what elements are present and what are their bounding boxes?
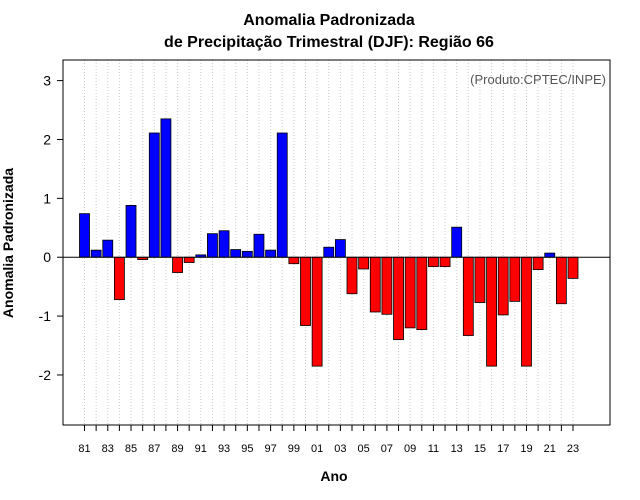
bar-82 <box>90 249 102 258</box>
bar-14 <box>462 256 474 336</box>
x-tick-label: 09 <box>404 443 416 455</box>
bar-02 <box>323 246 335 258</box>
bar-18 <box>509 256 521 302</box>
bar-13 <box>451 226 463 258</box>
bar-83 <box>102 239 114 258</box>
x-tick-label: 07 <box>381 443 393 455</box>
x-tick-label: 91 <box>195 443 207 455</box>
x-tick-label: 17 <box>497 443 509 455</box>
bar-81 <box>79 213 90 258</box>
bar-07 <box>381 256 393 315</box>
x-tick-label: 93 <box>218 443 230 455</box>
bar-05 <box>358 256 370 270</box>
bar-90 <box>183 256 195 263</box>
x-tick-label: 87 <box>148 443 160 455</box>
bar-10 <box>416 256 428 331</box>
y-axis-label: Anomalia Padronizada <box>0 168 16 318</box>
x-tick-label: 11 <box>428 443 439 455</box>
vertical-gridlines <box>84 60 574 425</box>
bar-15 <box>474 256 486 303</box>
y-tick-label: -2 <box>39 367 52 383</box>
chart-title: Anomalia Padronizada <box>243 12 415 29</box>
bar-89 <box>172 256 183 273</box>
bar-87 <box>148 132 160 258</box>
bar-96 <box>253 233 265 258</box>
y-tick-label: 1 <box>43 190 51 206</box>
x-tick-label: 85 <box>125 443 137 455</box>
bar-85 <box>125 205 137 258</box>
x-tick-label: 23 <box>567 443 579 455</box>
bar-00 <box>300 256 311 326</box>
bar-11 <box>428 256 439 268</box>
bar-84 <box>113 256 125 301</box>
x-tick-label: 83 <box>102 443 114 455</box>
x-tick-label: 19 <box>520 443 532 455</box>
y-axis: -2 -1 0 1 2 3 <box>39 73 63 383</box>
bar-04 <box>346 256 358 295</box>
bar-06 <box>369 256 381 313</box>
bar-97 <box>265 249 277 258</box>
y-tick-label: 0 <box>43 249 51 265</box>
x-tick-label: 15 <box>474 443 486 455</box>
bar-17 <box>497 256 509 316</box>
bar-92 <box>207 233 218 258</box>
bar-23 <box>567 256 579 279</box>
credit-label: (Produto:CPTEC/INPE) <box>470 72 606 87</box>
bar-88 <box>160 118 172 258</box>
bar-03 <box>334 239 346 258</box>
y-tick-label: 2 <box>43 131 51 147</box>
bar-95 <box>241 250 253 258</box>
bar-08 <box>393 256 404 341</box>
x-tick-label: 03 <box>334 443 346 455</box>
x-tick-label: 05 <box>358 443 370 455</box>
x-tick-label: 89 <box>171 443 183 455</box>
bar-16 <box>486 256 497 367</box>
bar-98 <box>276 132 288 258</box>
bars <box>79 118 579 367</box>
y-tick-label: 3 <box>43 73 51 89</box>
x-tick-label: 01 <box>311 443 323 455</box>
bar-22 <box>555 256 567 305</box>
plot-frame <box>62 59 611 426</box>
bar-21 <box>544 252 556 258</box>
bar-19 <box>521 256 532 367</box>
x-tick-label: 21 <box>544 443 556 455</box>
chart-subtitle: de Precipitação Trimestral (DJF): Região… <box>164 34 494 51</box>
x-axis-label: Ano <box>320 468 347 484</box>
bar-09 <box>404 256 416 329</box>
x-tick-label: 95 <box>241 443 253 455</box>
y-tick-label: -1 <box>39 308 52 324</box>
bar-93 <box>218 230 230 258</box>
bar-94 <box>230 249 242 258</box>
x-tick-label: 13 <box>451 443 463 455</box>
bar-20 <box>532 256 544 270</box>
bar-01 <box>311 256 323 367</box>
x-tick-label: 99 <box>288 443 300 455</box>
bar-12 <box>439 256 451 268</box>
bar-99 <box>288 256 300 265</box>
x-tick-label: 97 <box>264 443 276 455</box>
x-tick-label: 81 <box>78 443 90 455</box>
x-axis: 81 83 85 87 89 91 93 95 97 99 01 03 05 07 09 11 13 15 17 19… <box>78 425 579 455</box>
